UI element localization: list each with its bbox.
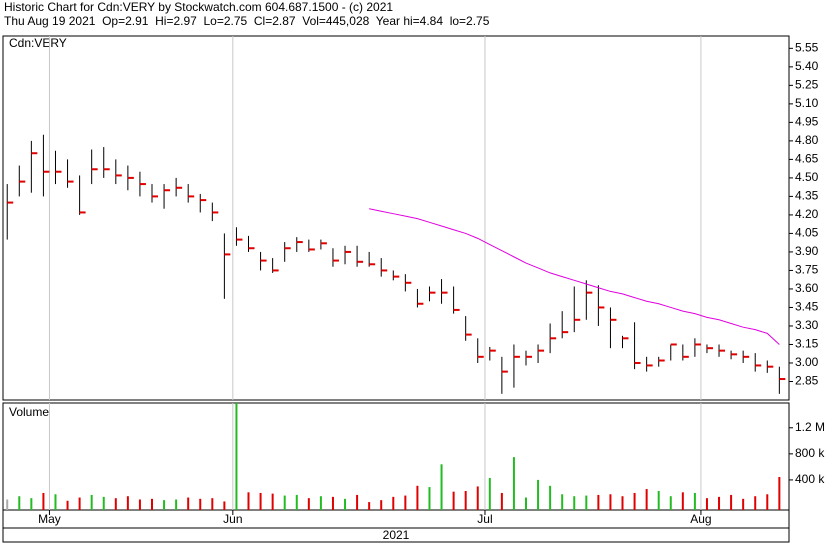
y-tick-label: 3.60	[795, 281, 819, 295]
x-tick-label: Jul	[477, 512, 492, 526]
y-tick-label: 4.95	[795, 115, 819, 129]
chart-title: Historic Chart for Cdn:VERY by Stockwatc…	[4, 0, 393, 14]
y-tick-label: 3.00	[795, 355, 819, 369]
year-axis	[2, 527, 790, 543]
x-tick-label: May	[38, 512, 61, 526]
x-tick-label: Aug	[690, 512, 711, 526]
y-tick-label: 4.20	[795, 207, 819, 221]
y-tick-label: 4.05	[795, 226, 819, 240]
y-tick-label: 3.15	[795, 337, 819, 351]
y-tick-label: 5.25	[795, 78, 819, 92]
volume-label: Volume	[9, 405, 49, 419]
y-tick-label: 400 k	[795, 472, 825, 486]
moving-average	[369, 208, 780, 345]
y-tick-label: 4.35	[795, 189, 819, 203]
y-tick-label: 5.40	[795, 59, 819, 73]
symbol-label: Cdn:VERY	[9, 36, 67, 50]
y-tick-label: 4.80	[795, 133, 819, 147]
y-tick-label: 3.75	[795, 263, 819, 277]
y-tick-label: 5.10	[795, 96, 819, 110]
y-tick-label: 3.45	[795, 300, 819, 314]
y-tick-label: 1.2 M	[795, 420, 825, 434]
year-label: 2021	[383, 528, 410, 542]
y-tick-label: 4.65	[795, 152, 819, 166]
y-tick-label: 2.85	[795, 374, 819, 388]
price-panel	[2, 35, 790, 401]
y-tick-label: 5.55	[795, 41, 819, 55]
y-tick-label: 4.50	[795, 170, 819, 184]
x-tick-label: Jun	[223, 512, 242, 526]
chart-subtitle: Thu Aug 19 2021 Op=2.91 Hi=2.97 Lo=2.75 …	[4, 14, 490, 28]
y-tick-label: 3.90	[795, 244, 819, 258]
y-tick-label: 800 k	[795, 446, 825, 460]
y-tick-label: 3.30	[795, 318, 819, 332]
